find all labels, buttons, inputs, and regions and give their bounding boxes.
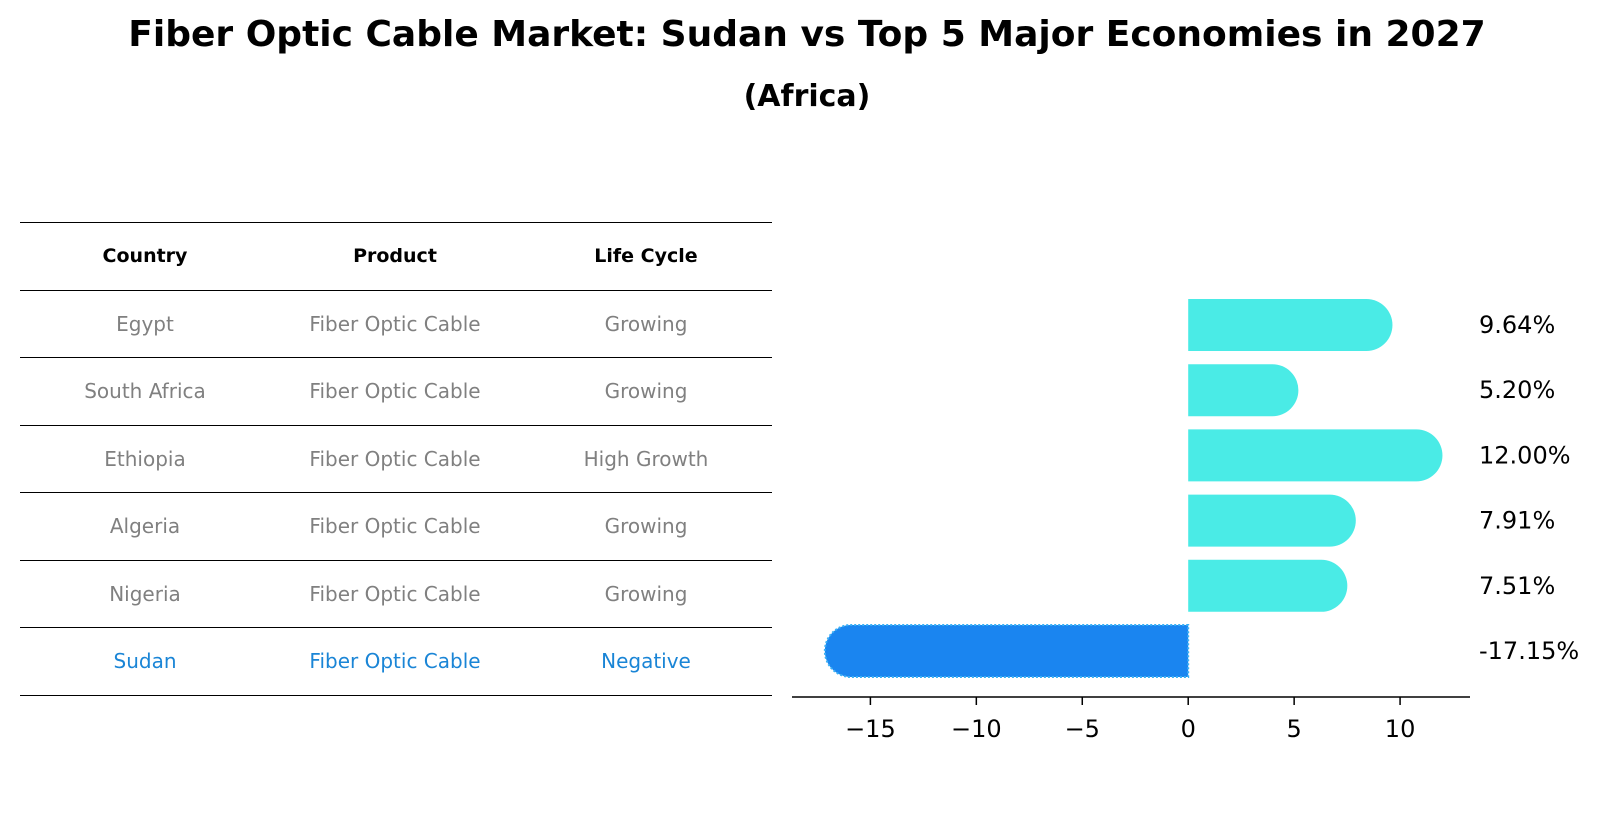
value-label: -17.15% [1479, 637, 1579, 665]
country-cell: Ethiopia [104, 446, 186, 471]
chart-subtitle: (Africa) [743, 79, 871, 114]
table-header-row: Country Product Life Cycle [20, 222, 772, 291]
product-cell: Fiber Optic Cable [309, 649, 481, 674]
bar-algeria [1188, 494, 1356, 547]
bar-egypt [1188, 299, 1393, 351]
product-cell: Fiber Optic Cable [309, 311, 481, 336]
country-cell: Nigeria [109, 581, 181, 606]
bar-nigeria [1188, 559, 1348, 612]
bar-south-africa [1188, 364, 1299, 417]
product-cell: Fiber Optic Cable [309, 581, 481, 606]
value-label: 12.00% [1479, 441, 1571, 469]
table-row: South Africa Fiber Optic Cable Growing [20, 358, 772, 426]
life-cycle-cell: High Growth [583, 446, 709, 471]
x-tick-label: −10 [951, 715, 1002, 743]
value-label: 7.51% [1479, 572, 1555, 600]
country-cell: Egypt [116, 311, 174, 336]
chart-title: Fiber Optic Cable Market: Sudan vs Top 5… [128, 14, 1486, 55]
x-tick-label: 10 [1385, 715, 1416, 743]
header-life-cycle: Life Cycle [594, 245, 698, 268]
life-cycle-cell: Growing [604, 311, 688, 336]
product-cell: Fiber Optic Cable [309, 446, 481, 471]
value-label: 9.64% [1479, 311, 1555, 339]
x-tick-label: 5 [1287, 715, 1302, 743]
product-cell: Fiber Optic Cable [309, 379, 481, 404]
country-cell: Sudan [113, 649, 177, 674]
x-tick-label: 0 [1181, 715, 1196, 743]
table-row: Nigeria Fiber Optic Cable Growing [20, 561, 772, 628]
life-cycle-cell: Growing [604, 581, 688, 606]
value-label: 5.20% [1479, 376, 1555, 404]
life-cycle-cell: Growing [604, 379, 688, 404]
bar-sudan [823, 624, 1190, 678]
header-country: Country [102, 245, 188, 268]
value-label: 7.91% [1479, 507, 1555, 535]
product-cell: Fiber Optic Cable [309, 514, 481, 539]
country-cell: Algeria [109, 514, 181, 539]
life-cycle-cell: Negative [601, 649, 691, 674]
market-table: Country Product Life Cycle Egypt Fiber O… [20, 222, 772, 696]
x-tick-label: −15 [845, 715, 896, 743]
header-product: Product [353, 245, 437, 268]
x-tick-label: −5 [1065, 715, 1100, 743]
life-cycle-cell: Growing [604, 514, 688, 539]
table-row: Algeria Fiber Optic Cable Growing [20, 493, 772, 561]
bar-ethiopia [1188, 429, 1443, 482]
table-row: Ethiopia Fiber Optic Cable High Growth [20, 426, 772, 493]
table-row: Egypt Fiber Optic Cable Growing [20, 291, 772, 358]
country-cell: South Africa [84, 379, 206, 404]
table-row-highlight: Sudan Fiber Optic Cable Negative [20, 628, 772, 696]
